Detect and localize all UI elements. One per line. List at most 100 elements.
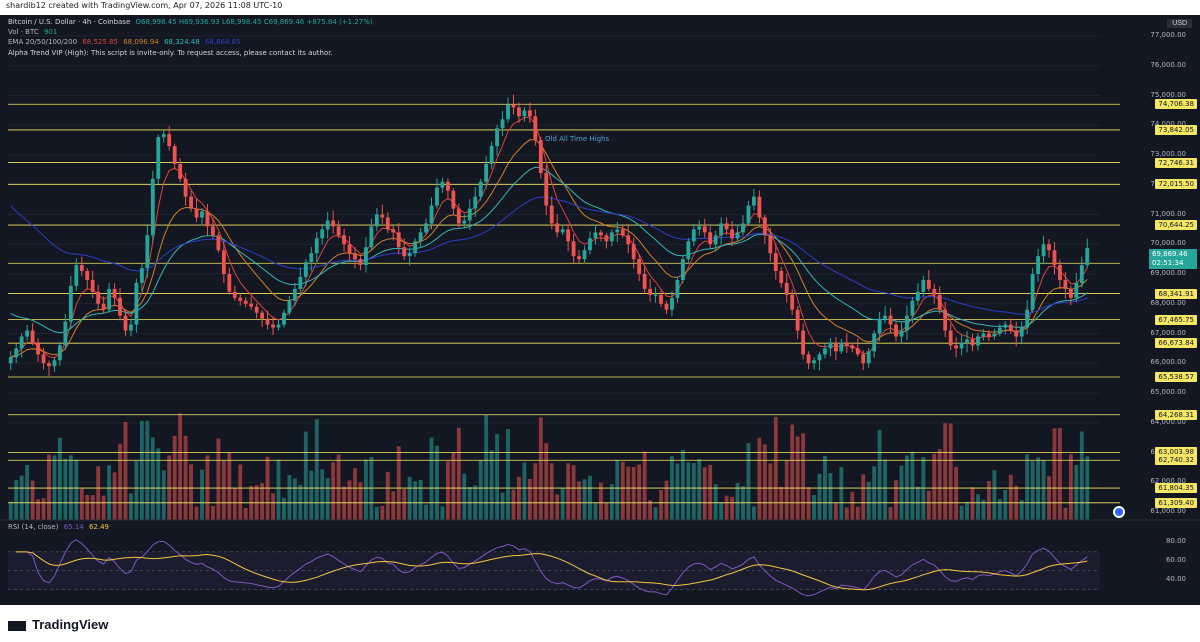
candle-body [205,211,210,227]
volume-bar [664,480,669,520]
volume-bar [320,469,325,520]
volume-bar [686,462,691,520]
candle-body [96,291,101,304]
volume-bar [347,480,352,520]
volume-bar [41,498,46,520]
volume-bar [1003,489,1008,520]
current-price-value: 69,869.46 [1152,250,1188,258]
volume-bar [435,445,439,520]
volume-bar [626,466,631,520]
volume-bar [309,470,314,520]
candle-body [549,205,554,224]
volume-bar [713,484,718,520]
candle-body [418,232,423,242]
volume-bar [784,460,789,520]
volume-bar [79,488,84,520]
volume-bar [571,465,576,520]
candle-body [194,208,199,218]
candle-body [276,324,281,328]
candle-body [473,196,478,209]
volume-bar [921,457,926,520]
candle-body [402,247,407,257]
candle-body [342,235,346,245]
price-tick-label: 71,000.00 [1150,209,1186,218]
volume-bar [762,444,767,520]
volume-bar [937,449,942,520]
candle-body [932,288,937,295]
candle-body [806,354,811,364]
candle-body [817,354,822,361]
candle-body [336,226,341,236]
candle-body [227,274,232,292]
volume-bar [282,497,286,520]
candle-body [292,288,297,301]
volume-bar [36,499,40,520]
candle-body [495,128,499,147]
ema-label: EMA 20/50/100/200 [8,38,78,46]
volume-bar [976,494,980,520]
candle-body [555,223,560,233]
candle-body [905,315,909,331]
volume-bar [1079,431,1084,520]
price-tick-label: 70,000.00 [1150,239,1186,248]
compare-icon[interactable] [1113,506,1125,518]
volume-bar [730,496,734,520]
candle-body [954,345,959,349]
volume-bar [101,495,106,520]
candle-body [435,187,439,206]
level-price-tag: 74,706.38 [1155,99,1197,110]
candle-body [1025,309,1030,328]
currency-badge[interactable]: USD [1167,19,1192,28]
candle-body [593,232,598,239]
script-note-text: Alpha Trend VIP (High): This script is i… [8,49,333,57]
volume-bar [833,502,838,520]
volume-bar [123,421,128,520]
candle-body [112,288,117,298]
volume-bar [391,491,396,520]
volume-bar [374,506,379,520]
credit-line: shardib12 created with TradingView.com, … [6,1,283,10]
volume-bar [779,486,784,520]
candle-body [282,312,286,325]
candle-body [538,140,543,173]
tradingview-logo[interactable]: TradingView [8,617,108,632]
candle-body [609,232,614,242]
level-price-tag: 68,341.91 [1155,288,1197,299]
candle-body [937,294,942,310]
chart-area[interactable]: Bitcoin / U.S. Dollar · 4h · Coinbase O6… [0,15,1200,605]
footer: TradingView [0,605,1200,642]
volume-bar [331,462,336,520]
candle-body [948,330,953,346]
volume-bar [997,499,1002,520]
candle-body [243,300,248,304]
candle-body [287,300,292,313]
candle-body [68,285,73,322]
volume-bar [959,505,964,520]
volume-bar [145,420,150,520]
candle-body [467,208,472,221]
candle-body [489,146,494,164]
candle-body [429,205,434,224]
candle-body [724,223,729,230]
candle-body [172,146,177,164]
volume-bar [1025,454,1030,520]
volume-bar [566,463,571,520]
script-note: Alpha Trend VIP (High): This script is i… [8,49,336,57]
rsi-line [16,539,1088,597]
volume-bar [495,433,499,520]
volume-bar [484,414,489,520]
ohlc-values: O68,998.45 H69,936.93 L68,998.45 C69,869… [135,18,373,26]
candle-body [522,110,527,117]
volume-bar [795,436,800,520]
level-price-tag: 62,740.32 [1155,455,1197,466]
volume-bar [1019,499,1024,520]
rsi-ma-value: 62.49 [88,523,110,531]
volume-bar [314,419,319,520]
volume-bar [139,420,144,520]
volume-bar [68,455,73,520]
candle-body [396,232,401,248]
candle-body [697,226,702,230]
price-chart[interactable] [0,15,1200,605]
candle-body [981,333,986,337]
price-tick-label: 64,000.00 [1150,417,1186,426]
